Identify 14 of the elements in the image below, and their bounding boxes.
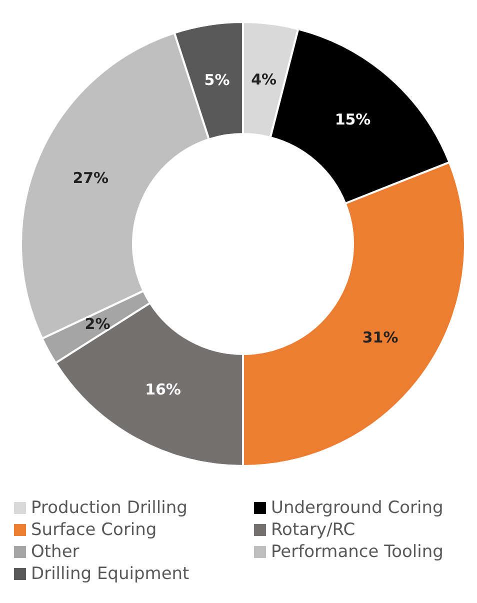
legend-label: Performance Tooling [271,542,444,562]
legend-label: Drilling Equipment [31,564,190,584]
data-label: 4% [251,70,277,88]
legend-label: Production Drilling [31,498,188,518]
legend-label: Surface Coring [31,520,157,540]
data-label: 16% [145,380,181,398]
data-label: 5% [204,71,230,90]
legend-label: Rotary/RC [271,520,356,540]
data-label: 27% [72,169,109,188]
legend-label: Underground Coring [271,498,444,518]
data-label: 15% [334,110,371,128]
legend-label: Other [31,542,80,562]
data-label: 31% [362,328,398,346]
data-label: 2% [84,314,110,333]
